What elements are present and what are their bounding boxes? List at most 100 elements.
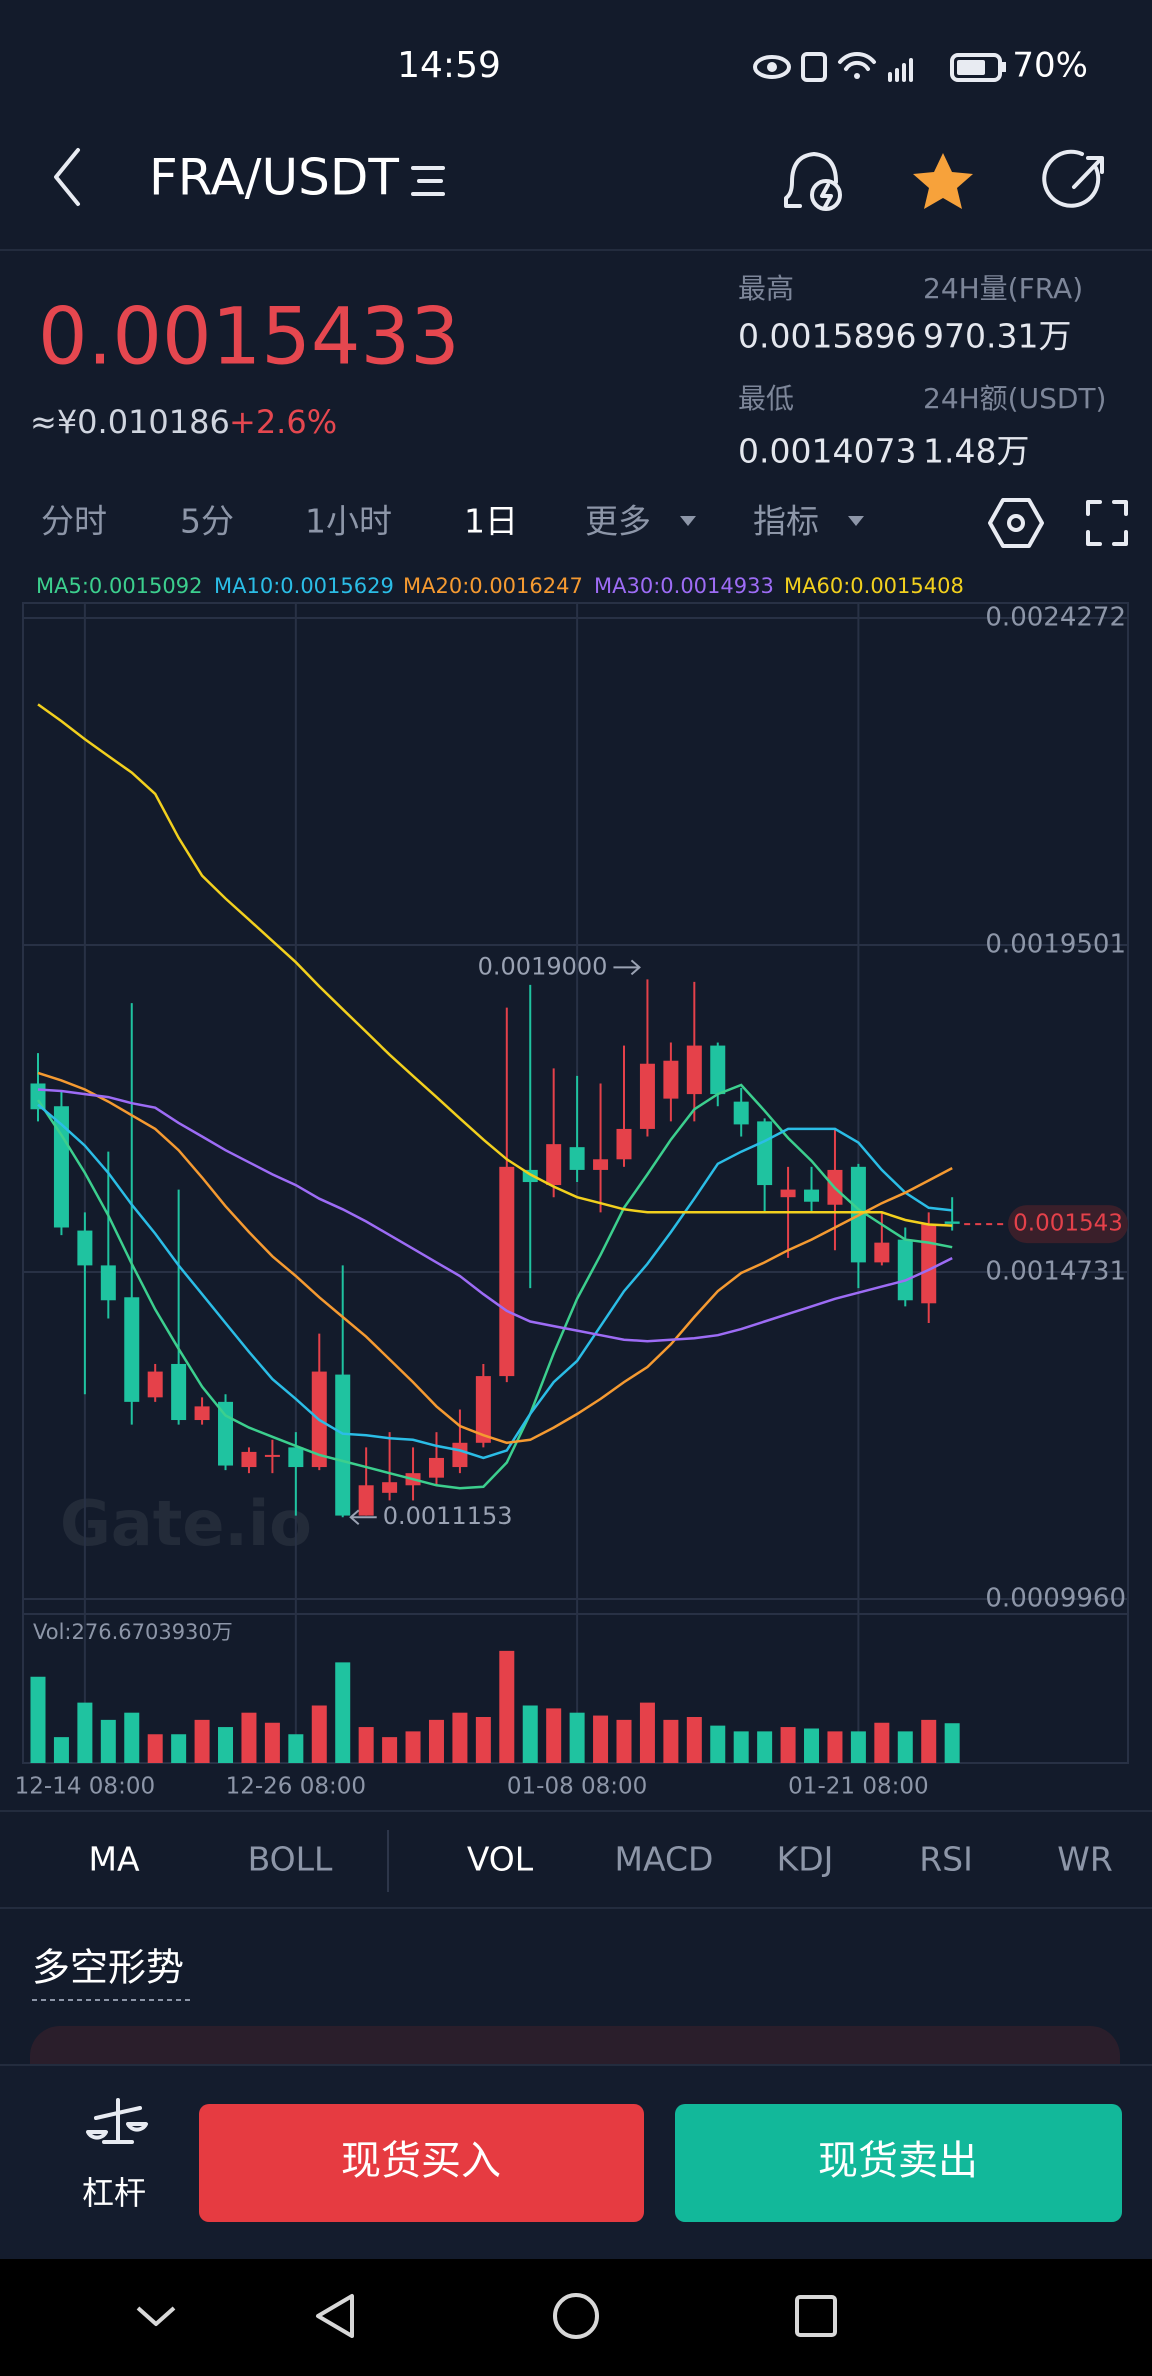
indicator-tab[interactable]: MACD	[615, 1840, 714, 1879]
volume-bar	[264, 1722, 280, 1763]
ma-line	[37, 1103, 953, 1460]
candle-body	[77, 1230, 93, 1266]
volume-bar	[53, 1737, 69, 1763]
volume-bar	[804, 1728, 820, 1763]
change-percent: +2.6%	[229, 403, 337, 441]
volume-bar	[452, 1712, 468, 1763]
volume-bar	[124, 1712, 140, 1763]
favorite-star[interactable]	[913, 153, 973, 209]
leverage-label[interactable]: 杠杆	[82, 2174, 146, 2212]
buy-button[interactable]	[199, 2104, 644, 2222]
volume-bar	[475, 1717, 491, 1763]
buy-label[interactable]: 现货买入	[341, 2138, 501, 2184]
max-label: 0.0019000	[478, 952, 608, 980]
timeframe-tab[interactable]: 指标	[753, 502, 819, 541]
timeframe-tab[interactable]: 更多	[585, 502, 651, 541]
volume-bar	[733, 1731, 749, 1763]
x-tick-label: 12-14 08:00	[15, 1774, 155, 1800]
back-button[interactable]	[54, 148, 80, 206]
candle-body	[639, 1063, 655, 1129]
legend-entry: MA60:0.0015408	[784, 574, 964, 598]
volume-bar	[850, 1731, 866, 1763]
volume-bar	[311, 1705, 327, 1763]
volume-bar	[171, 1734, 187, 1763]
max-arrow-head	[630, 959, 641, 976]
volume-bar	[757, 1731, 773, 1763]
pair-title[interactable]: FRA/USDT	[149, 149, 399, 207]
amount-label: 24H额(USDT)	[923, 382, 1106, 415]
candle-body	[382, 1482, 398, 1493]
dropdown-arrow	[680, 516, 696, 526]
volume-bar	[241, 1712, 257, 1763]
legend-entry: MA20:0.0016247	[403, 574, 583, 598]
volume-label: Vol:276.6703930万	[33, 1620, 233, 1644]
volume-bar	[546, 1708, 562, 1763]
candle-body	[171, 1363, 187, 1421]
volume-bar	[218, 1727, 234, 1763]
volume-bar	[30, 1676, 46, 1763]
status-icons	[753, 51, 1006, 82]
sell-button[interactable]	[675, 2104, 1122, 2222]
indicator-tab[interactable]: WR	[1057, 1840, 1113, 1879]
candle-body	[428, 1457, 444, 1478]
volume-bar	[499, 1650, 515, 1763]
candle-body	[616, 1128, 632, 1160]
ma-line	[36, 1083, 953, 1490]
candle-body	[335, 1374, 351, 1516]
timeframe-tab[interactable]: 1小时	[305, 502, 392, 541]
candle-body	[358, 1485, 374, 1516]
volume-bar	[382, 1737, 398, 1763]
timeframe-tab[interactable]: 分时	[41, 502, 107, 541]
sell-label[interactable]: 现货卖出	[818, 2138, 978, 2184]
x-tick-label: 01-21 08:00	[788, 1774, 928, 1800]
volume-bar	[288, 1734, 304, 1763]
timeframe-tab[interactable]: 5分	[180, 502, 234, 541]
high-value: 0.0015896	[738, 317, 916, 356]
volume-bar	[428, 1719, 444, 1763]
ma-line	[37, 1071, 953, 1445]
battery-level: 70%	[1012, 46, 1088, 86]
candle-body	[499, 1166, 515, 1377]
fullscreen-button[interactable]	[1086, 500, 1128, 546]
ma-line	[37, 703, 953, 1227]
indicator-tab[interactable]: BOLL	[248, 1840, 333, 1879]
candle-body	[569, 1147, 585, 1170]
legend-entry: MA30:0.0014933	[594, 574, 774, 598]
alert-button[interactable]	[784, 152, 842, 211]
timeframe-tab[interactable]: 1日	[464, 502, 518, 541]
ma-line	[37, 1088, 953, 1343]
indicator-tab[interactable]: RSI	[919, 1840, 973, 1879]
leverage-button[interactable]	[86, 2098, 148, 2144]
nav-recents[interactable]	[795, 2295, 837, 2337]
candle-body	[733, 1101, 749, 1125]
volume-bar	[827, 1731, 843, 1763]
nav-hide[interactable]	[136, 2306, 176, 2326]
volume-bar	[944, 1723, 960, 1763]
indicator-tab[interactable]: KDJ	[777, 1840, 834, 1879]
dropdown-arrow	[848, 516, 864, 526]
indicator-tab[interactable]: VOL	[467, 1840, 534, 1879]
candle-body	[921, 1224, 937, 1304]
candle-body	[475, 1376, 491, 1443]
candle-body	[944, 1221, 960, 1224]
candle-body	[874, 1242, 890, 1263]
volume-bar	[593, 1715, 609, 1763]
x-tick-label: 01-08 08:00	[507, 1774, 647, 1800]
candle-body	[100, 1265, 116, 1301]
nav-home[interactable]	[553, 2293, 599, 2339]
volume-bar	[569, 1712, 585, 1763]
last-price: 0.0015433	[38, 292, 460, 382]
volume-bar	[874, 1722, 890, 1763]
candle-body	[194, 1406, 210, 1421]
volume-bar	[897, 1731, 913, 1763]
nav-back[interactable]	[316, 2294, 354, 2338]
volume-label: 24H量(FRA)	[923, 272, 1083, 305]
pair-menu-icon[interactable]	[411, 166, 445, 196]
volume-bar	[405, 1731, 421, 1763]
volume-bar	[663, 1719, 679, 1763]
settings-button[interactable]	[988, 498, 1044, 548]
share-button[interactable]	[1042, 149, 1104, 208]
candle-body	[147, 1371, 163, 1398]
indicator-tab[interactable]: MA	[88, 1840, 139, 1879]
